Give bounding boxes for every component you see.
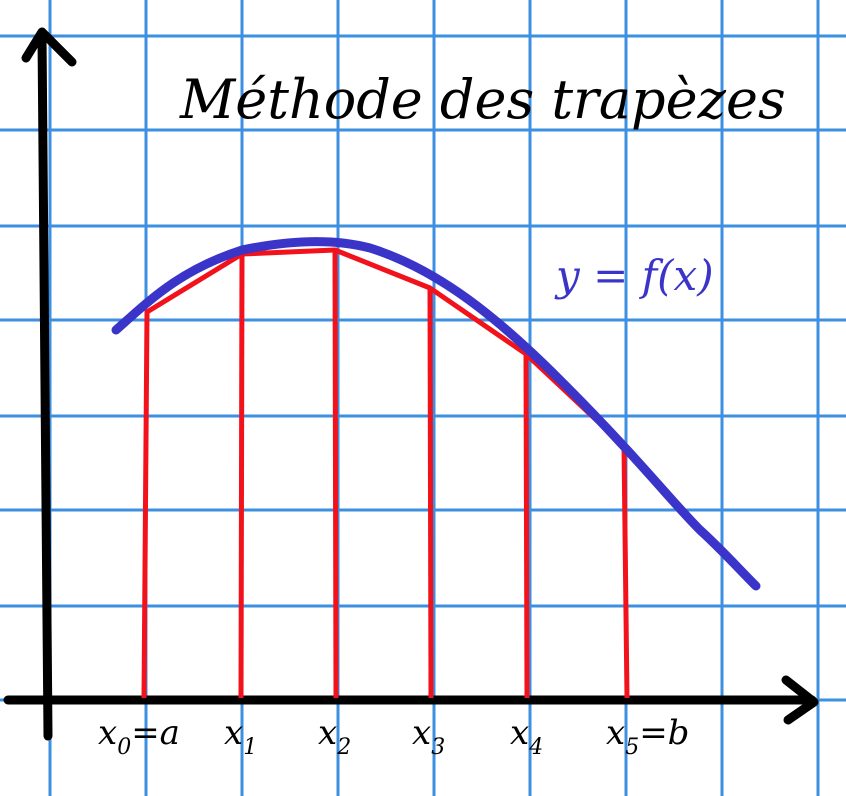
trapezoids (141, 247, 630, 699)
x-label-subscript: 3 (431, 735, 445, 760)
x-label-subscript: 1 (243, 735, 257, 760)
vertical-x3 (427, 287, 434, 699)
x-label-suffix: =a (131, 713, 180, 753)
function-curve (111, 237, 761, 591)
vertical-x0 (141, 311, 150, 699)
vertical-x1 (238, 253, 245, 699)
x-label-4: x4 (510, 713, 543, 760)
y-axis-arrowhead (21, 27, 77, 67)
x-label-main: x (606, 713, 625, 753)
trapezoid-top-polyline (144, 247, 627, 449)
vertical-x4 (523, 353, 530, 699)
x-label-5: x5=b (606, 713, 689, 760)
x-label-subscript: 4 (528, 735, 543, 760)
x-label-0: x0=a (98, 713, 180, 760)
curve-label: y = f(x) (554, 251, 714, 300)
x-label-1: x1 (224, 713, 257, 760)
x-axis-labels: x0=a x1 x2 x3 x4 x5=b (98, 713, 689, 760)
x-label-main: x (224, 713, 243, 753)
x-label-subscript: 0 (117, 735, 131, 760)
y-axis (37, 31, 53, 741)
x-axis-arrowhead (781, 675, 819, 725)
x-label-3: x3 (412, 713, 445, 760)
x-label-suffix: =b (639, 713, 689, 753)
vertical-x5 (621, 445, 630, 699)
x-label-main: x (98, 713, 117, 753)
x-label-2: x2 (318, 713, 351, 760)
x-label-main: x (510, 713, 529, 753)
diagram-title: Méthode des trapèzes (179, 68, 786, 131)
vertical-x2 (332, 249, 339, 699)
axes (3, 27, 819, 741)
x-label-subscript: 2 (336, 735, 351, 760)
x-label-main: x (412, 713, 431, 753)
x-label-main: x (318, 713, 337, 753)
x-label-subscript: 5 (625, 735, 639, 760)
